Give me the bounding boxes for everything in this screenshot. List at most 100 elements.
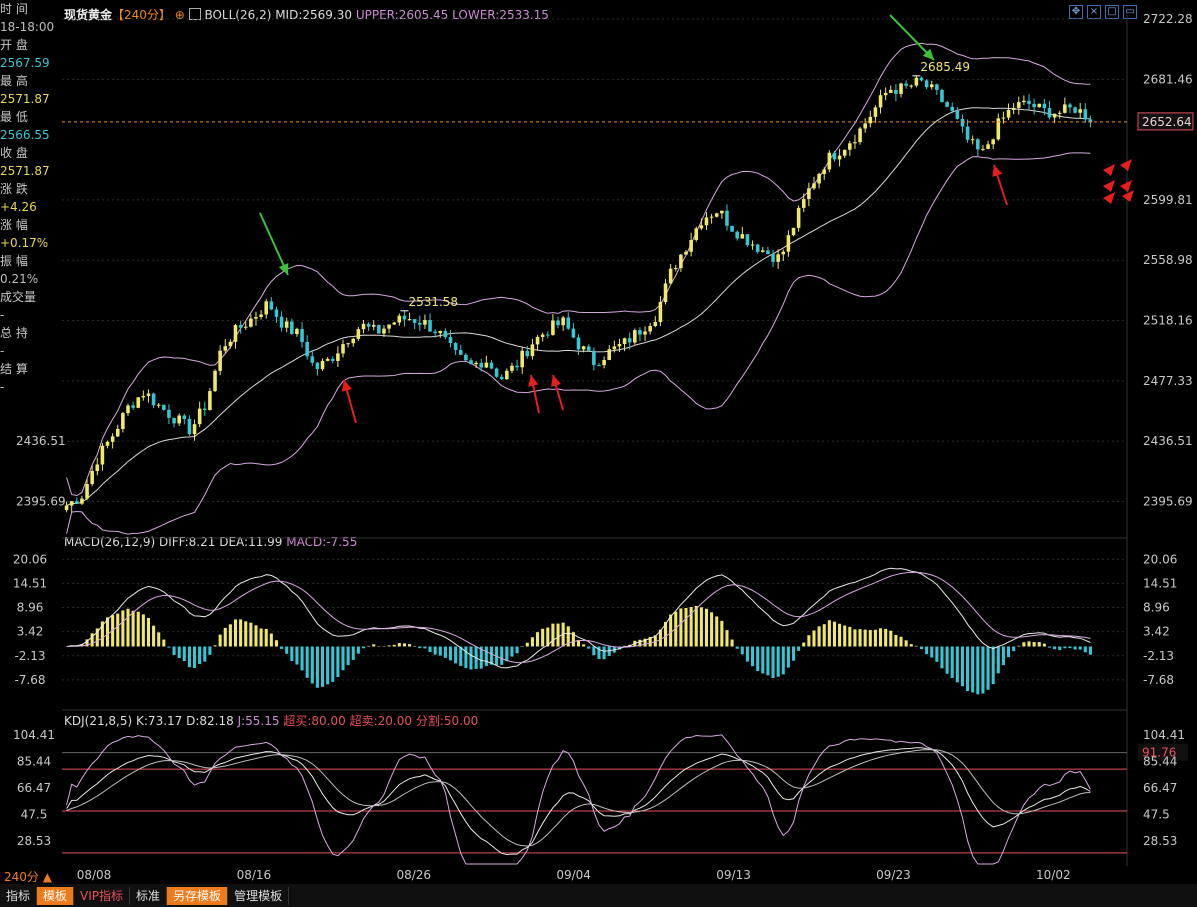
candle-body <box>141 395 146 398</box>
candle-body <box>453 342 458 351</box>
kdj-marker-label: 91.76 <box>1142 746 1176 760</box>
candle-body <box>919 77 924 81</box>
y-tick-label: 2599.81 <box>1143 193 1193 207</box>
green-arrow-head <box>922 48 934 60</box>
kdj-name: KDJ(21,8,5) <box>64 714 133 728</box>
bottom-toolbar: 指标 模板 VIP指标 标准 另存模板 管理模板 <box>0 884 1197 907</box>
candle-body <box>397 315 402 323</box>
kdj-y-tick: 104.41 <box>1143 728 1185 742</box>
bottom-tab[interactable]: 标准 <box>130 886 168 905</box>
candle-body <box>935 84 939 90</box>
candle-body <box>888 89 893 93</box>
candle-body <box>633 330 637 343</box>
main-chart-header: 现货黄金【240分】 ⊕ BOLL(26,2) MID:2569.30 UPPE… <box>64 6 549 23</box>
close-icon[interactable]: × <box>1087 5 1101 19</box>
candle-body <box>730 225 734 232</box>
info-value: 0.21% <box>0 272 39 286</box>
candle-body <box>228 341 233 347</box>
candle-body <box>187 418 192 435</box>
candle-body <box>515 365 519 368</box>
candle-body <box>858 128 862 143</box>
info-label: 收 盘 <box>0 146 28 160</box>
candle-body <box>223 346 228 351</box>
y-tick-label: 2436.51 <box>1143 434 1193 448</box>
candle-body <box>837 155 842 160</box>
candle-body <box>545 334 550 336</box>
indicator-icon[interactable] <box>188 8 201 20</box>
candle-body <box>64 505 69 510</box>
high-annotation: 2531.58 <box>408 295 458 309</box>
candle-body <box>208 391 212 411</box>
candlestick-panel: 2652.64 2531.58 2685.49 <box>62 42 1194 535</box>
candle-body <box>418 322 422 325</box>
bottom-tab[interactable]: VIP指标 <box>74 886 131 905</box>
candle-body <box>336 353 340 361</box>
settings-icon[interactable]: ⊕ <box>174 8 185 22</box>
candle-body <box>561 317 565 326</box>
period-selector[interactable]: 240分 ▲ <box>4 870 52 884</box>
kdj-y-tick-left: 104.41 <box>13 728 55 742</box>
x-tick-label: 09/23 <box>876 868 911 882</box>
kdj-j-line <box>66 734 1091 865</box>
kdj-y-tick-left: 28.53 <box>17 834 51 848</box>
candle-body <box>279 316 284 328</box>
expand-icon[interactable]: ✥ <box>1069 5 1083 19</box>
macd-y-tick-left: 20.06 <box>13 552 47 566</box>
candle-body <box>85 484 89 499</box>
y-tick-label: 2518.16 <box>1143 314 1193 328</box>
maximize-icon[interactable]: □ <box>1105 5 1119 19</box>
bottom-tab[interactable]: 管理模板 <box>228 886 290 905</box>
candle-body <box>1032 103 1036 108</box>
candle-body <box>489 362 494 369</box>
candle-body <box>218 350 222 371</box>
macd-y-tick: 8.96 <box>1143 601 1170 615</box>
candle-body <box>694 228 699 240</box>
candle-body <box>1073 107 1077 113</box>
candle-body <box>965 126 970 140</box>
candle-body <box>392 322 396 325</box>
candle-body <box>535 336 540 345</box>
candle-body <box>617 343 622 347</box>
macd-y-tick: -2.13 <box>1143 649 1174 663</box>
candle-body <box>494 368 499 377</box>
candle-body <box>290 321 294 335</box>
bottom-tab[interactable]: 另存模板 <box>167 886 229 905</box>
candle-body <box>576 337 581 350</box>
candle-body <box>776 254 780 262</box>
candle-body <box>592 350 596 366</box>
candle-body <box>612 346 617 350</box>
candle-body <box>868 116 873 124</box>
candle-body <box>673 268 678 270</box>
candle-body <box>525 350 530 357</box>
candle-body <box>976 139 980 150</box>
boll-upper: UPPER:2605.45 <box>355 8 449 22</box>
candle-body <box>356 329 361 339</box>
candle-body <box>274 309 279 317</box>
red-arrow-head <box>341 380 352 392</box>
candle-body <box>740 234 745 239</box>
candle-body <box>812 183 816 189</box>
info-label: 总 持 <box>0 326 28 340</box>
bottom-tab[interactable]: 模板 <box>37 886 75 905</box>
macd-y-tick-left: 3.42 <box>17 625 44 639</box>
candle-body <box>443 331 448 338</box>
candle-body <box>894 89 898 94</box>
candle-body <box>484 362 489 368</box>
current-price-box <box>1137 112 1194 131</box>
kdj-oversold: 超卖:20.00 <box>349 714 412 728</box>
candle-body <box>177 415 181 424</box>
candle-body <box>197 408 202 425</box>
candle-body <box>627 338 632 343</box>
candle-body <box>249 318 253 327</box>
info-label: 涨 跌 <box>0 182 28 196</box>
macd-y-tick: 14.51 <box>1143 576 1177 590</box>
restore-icon[interactable]: ▭ <box>1123 5 1137 19</box>
candle-body <box>842 149 847 156</box>
chart-canvas[interactable]: 2652.64 2531.58 2685.49 91.76 2722.28 2681.… <box>0 0 1197 884</box>
bottom-tab[interactable]: 指标 <box>0 886 38 905</box>
period-label[interactable]: 【240分】 <box>112 8 171 22</box>
candle-body <box>402 315 407 320</box>
candle-body <box>95 464 100 471</box>
candle-body <box>771 254 775 262</box>
boll-mid-line <box>66 107 1091 506</box>
